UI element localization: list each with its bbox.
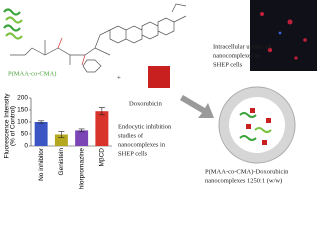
bar bbox=[75, 130, 89, 146]
nanocomplex-text: nanocomplexes 1250:1 (w/w) bbox=[205, 177, 282, 184]
x-tick-label: No inhibitor bbox=[38, 147, 45, 181]
x-tick-label: Genistein bbox=[58, 148, 65, 176]
graphical-abstract: P(MAA-co-CMA) + Doxorubicin Intracellula… bbox=[3, 0, 317, 189]
x-tick-label: MβCD bbox=[99, 148, 106, 167]
bar bbox=[95, 111, 109, 146]
chemical-structure bbox=[10, 3, 187, 73]
error-bar bbox=[58, 131, 65, 138]
y-tick-label: 0 bbox=[24, 143, 28, 150]
plus-sign: + bbox=[117, 75, 121, 82]
error-bar bbox=[38, 120, 45, 124]
uptake-text: Intracellular uptake of bbox=[213, 43, 272, 50]
endocytic-text: nanocomplexes in bbox=[118, 141, 166, 148]
y-tick-label: 200 bbox=[17, 95, 28, 102]
error-bar bbox=[78, 128, 85, 133]
uptake-text: SHEP cells bbox=[213, 61, 243, 68]
nanocomplex-contents bbox=[239, 108, 272, 145]
drug-label: Doxorubicin bbox=[129, 100, 163, 107]
y-tick-label: 150 bbox=[17, 107, 28, 114]
x-tick-label: Chlorpromazine bbox=[78, 148, 85, 189]
microscopy-image bbox=[250, 0, 317, 71]
error-bar bbox=[98, 107, 105, 116]
bar-chart: Fluorescence Intensity (% of Control) 0 5… bbox=[4, 93, 112, 189]
arrow bbox=[180, 95, 214, 118]
bar bbox=[54, 134, 68, 146]
y-axis-title: Fluorescence Intensity bbox=[4, 93, 11, 159]
nanocomplex-core bbox=[229, 97, 285, 153]
endocytic-text: Endocytic inhibition bbox=[118, 123, 172, 130]
endocytic-text: studies of bbox=[118, 132, 144, 139]
y-axis-title: (% of Control) bbox=[10, 106, 17, 146]
cell-signals bbox=[260, 12, 307, 60]
uptake-text: nanocomplexes in bbox=[213, 52, 261, 59]
polymer-label: P(MAA-co-CMA) bbox=[8, 70, 56, 77]
endocytic-text: SHEP cells bbox=[118, 150, 148, 157]
y-tick-label: 100 bbox=[17, 119, 28, 126]
drug-icon bbox=[148, 66, 170, 88]
y-tick-label: 50 bbox=[21, 131, 29, 138]
bar bbox=[34, 122, 48, 146]
nanocomplex-text: P(MAA-co-CMA)-Doxorubicin bbox=[205, 168, 289, 175]
polymer-icon bbox=[3, 8, 23, 40]
